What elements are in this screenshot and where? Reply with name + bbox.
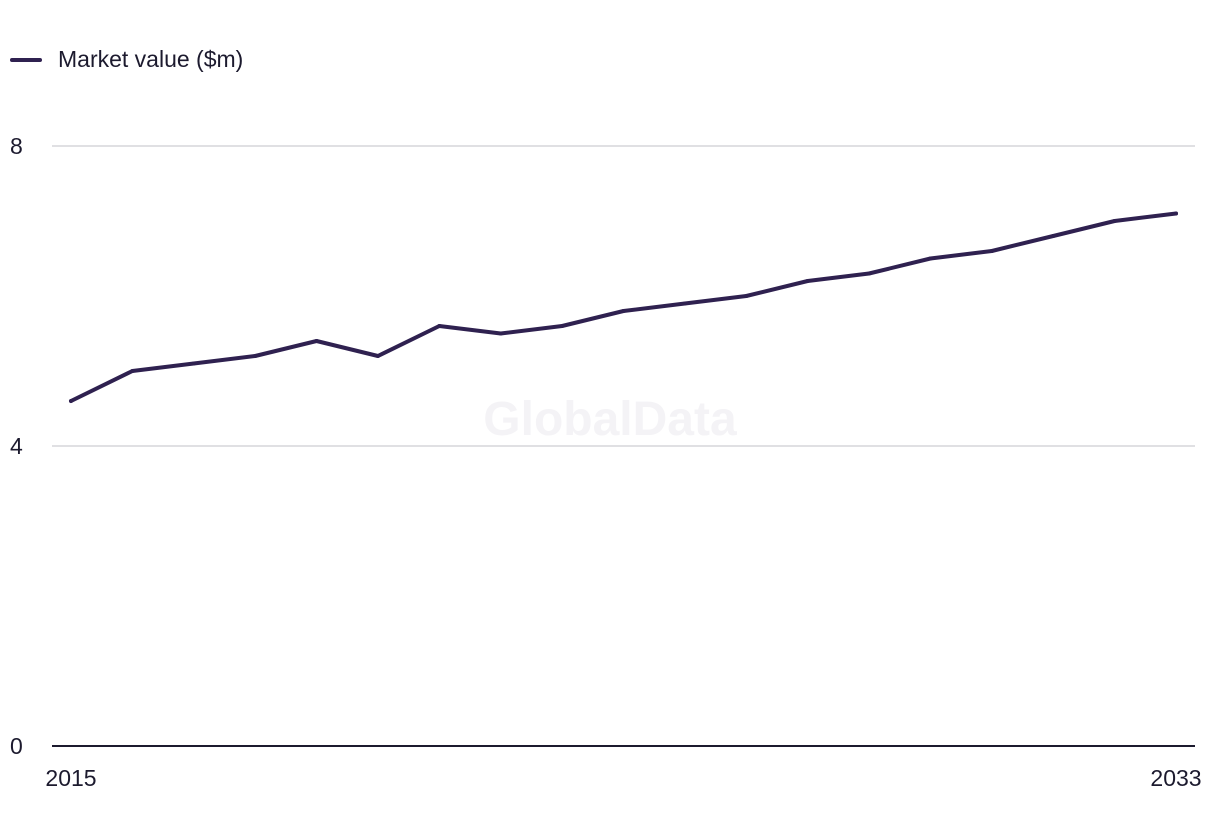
data-point-2022 <box>498 331 503 336</box>
data-point-2016 <box>130 369 135 373</box>
data-points <box>69 211 1178 403</box>
x-tick-label-2033: 2033 <box>1150 765 1201 791</box>
watermark: GlobalData <box>483 393 737 446</box>
gridlines <box>52 145 1195 447</box>
data-point-2025 <box>682 301 687 306</box>
y-tick-label-8: 8 <box>10 133 23 159</box>
y-tick-label-0: 0 <box>10 733 23 759</box>
data-point-2031 <box>1051 234 1056 238</box>
x-axis-ticks: 2015 2033 <box>45 765 1201 791</box>
legend-swatch <box>10 57 42 62</box>
y-tick-label-4: 4 <box>10 433 23 459</box>
legend: Market value ($m) <box>10 46 243 73</box>
data-point-2018 <box>253 354 258 358</box>
data-point-2029 <box>928 256 933 261</box>
data-point-2017 <box>191 361 196 366</box>
data-point-2033 <box>1174 211 1178 216</box>
data-point-2024 <box>621 309 626 313</box>
y-axis-ticks: 0 4 8 <box>10 133 23 759</box>
data-point-2023 <box>560 324 565 328</box>
data-point-2032 <box>1112 219 1117 223</box>
data-point-2019 <box>314 339 319 343</box>
data-point-2026 <box>744 294 749 298</box>
data-point-2028 <box>867 271 872 276</box>
data-point-2027 <box>805 279 810 283</box>
x-tick-label-2015: 2015 <box>45 765 96 791</box>
data-point-2030 <box>989 249 994 253</box>
data-point-2020 <box>375 354 380 358</box>
series-line-market-value <box>69 211 1178 403</box>
legend-label: Market value ($m) <box>58 46 244 72</box>
data-point-2021 <box>437 324 442 328</box>
data-point-2015 <box>69 399 73 403</box>
